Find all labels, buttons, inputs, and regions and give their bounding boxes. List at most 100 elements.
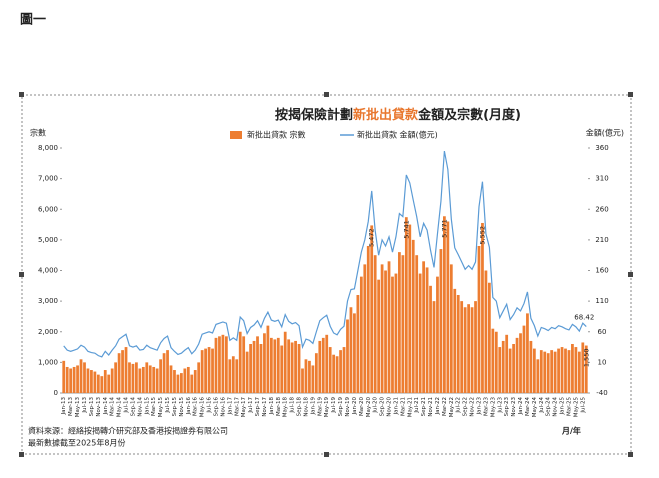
bar (238, 331, 242, 393)
y2-tick-label: 310 (595, 175, 608, 183)
bar (245, 351, 249, 393)
bar (384, 270, 387, 393)
y2-tick-label: 110 (595, 297, 608, 305)
x-tick-label: Jul-16 (207, 397, 213, 414)
bar (584, 345, 588, 393)
y2-tick-label: 60 (598, 328, 607, 336)
bar (169, 365, 173, 393)
legend-label: 新批出貸款 金額(億元) (357, 130, 438, 140)
bar (214, 337, 218, 393)
x-tick-label: Jan-20 (352, 397, 358, 416)
bar (512, 344, 515, 393)
x-tick-label: May-23 (490, 397, 496, 418)
data-label: 68.42 (574, 314, 594, 322)
y2-tick-label: -40 (596, 389, 607, 397)
bar (183, 368, 187, 393)
x-tick-label: Jul-19 (331, 397, 337, 414)
x-tick-label: May-20 (366, 397, 372, 418)
bar (321, 337, 325, 393)
bar (117, 353, 121, 393)
bar (557, 348, 560, 393)
bar (529, 340, 533, 393)
y-tick-label: 5,000 (38, 236, 58, 244)
bar (363, 264, 367, 393)
bar (318, 340, 322, 393)
y-axis-title: 宗數 (30, 128, 46, 138)
title-part: 金額及宗數(月度) (417, 107, 521, 123)
bar (404, 217, 408, 393)
bar (100, 376, 104, 393)
bar (69, 368, 73, 393)
bar (487, 282, 491, 393)
x-tick-label: May-16 (200, 397, 206, 418)
bar (401, 255, 405, 393)
bar (484, 270, 488, 393)
bar (536, 359, 540, 393)
bar (356, 295, 360, 393)
bar (290, 342, 294, 393)
bar (474, 301, 477, 393)
bar (193, 370, 197, 393)
bar (83, 362, 86, 393)
bar (325, 334, 329, 393)
bar (335, 356, 339, 393)
bar (432, 301, 436, 393)
x-tick-label: Jul-24 (539, 397, 545, 414)
bar (280, 345, 284, 393)
x-tick-label: May-24 (532, 397, 538, 418)
bar (249, 344, 252, 393)
bar (228, 359, 232, 393)
x-tick-label: Jan-18 (269, 397, 275, 416)
y-tick-label: 0 (54, 389, 58, 397)
line (63, 150, 587, 358)
bar (124, 347, 128, 393)
x-tick-label: Jan-22 (435, 397, 441, 415)
x-tick-label: Sep-13 (89, 397, 95, 417)
x-tick-label: Nov-16 (220, 397, 226, 417)
bar (477, 246, 481, 393)
bar (256, 336, 259, 393)
heading: 圖一 (20, 12, 46, 28)
x-tick-label: Mar-25 (566, 397, 572, 417)
x-tick-label: Nov-20 (387, 397, 393, 417)
bar (131, 363, 135, 393)
x-tick-label: Nov-22 (470, 397, 476, 417)
x-tick-label: Mar-23 (483, 397, 489, 417)
bar (581, 342, 585, 393)
x-axis-title: 月/年 (561, 426, 581, 436)
bar (173, 370, 176, 393)
bar (204, 348, 207, 393)
bar (349, 307, 353, 393)
bar (221, 334, 225, 393)
x-tick-label: Sep-14 (130, 397, 136, 417)
y-tick-label: 4,000 (38, 267, 58, 275)
bar (152, 366, 156, 393)
x-tick-label: Nov-17 (262, 397, 268, 417)
x-tick-label: Jul-20 (373, 397, 379, 414)
bar (515, 337, 519, 393)
bar (308, 360, 311, 393)
x-tick-label: Sep-21 (421, 397, 427, 416)
bar (304, 359, 308, 393)
x-tick-label: Mar-14 (110, 397, 116, 417)
x-tick-label: Nov-19 (345, 397, 351, 417)
bar (332, 354, 336, 393)
bar (339, 350, 342, 393)
bar (526, 313, 529, 393)
bar (65, 366, 69, 393)
title-highlight: 新批出貸款 (353, 107, 419, 123)
bar (411, 239, 415, 393)
x-tick-label: Jul-15 (165, 397, 171, 414)
bar (200, 350, 204, 393)
bar (90, 370, 93, 393)
x-tick-label: Jan-16 (186, 397, 192, 416)
x-tick-label: Mar-24 (525, 397, 531, 417)
bar (107, 374, 111, 393)
x-tick-label: Sep-19 (338, 397, 344, 417)
x-tick-label: Nov-18 (303, 397, 309, 417)
bar (135, 362, 138, 393)
bar (577, 351, 581, 393)
x-tick-label: May-14 (117, 397, 123, 418)
x-tick-label: May-22 (449, 397, 455, 417)
bar (211, 348, 214, 393)
